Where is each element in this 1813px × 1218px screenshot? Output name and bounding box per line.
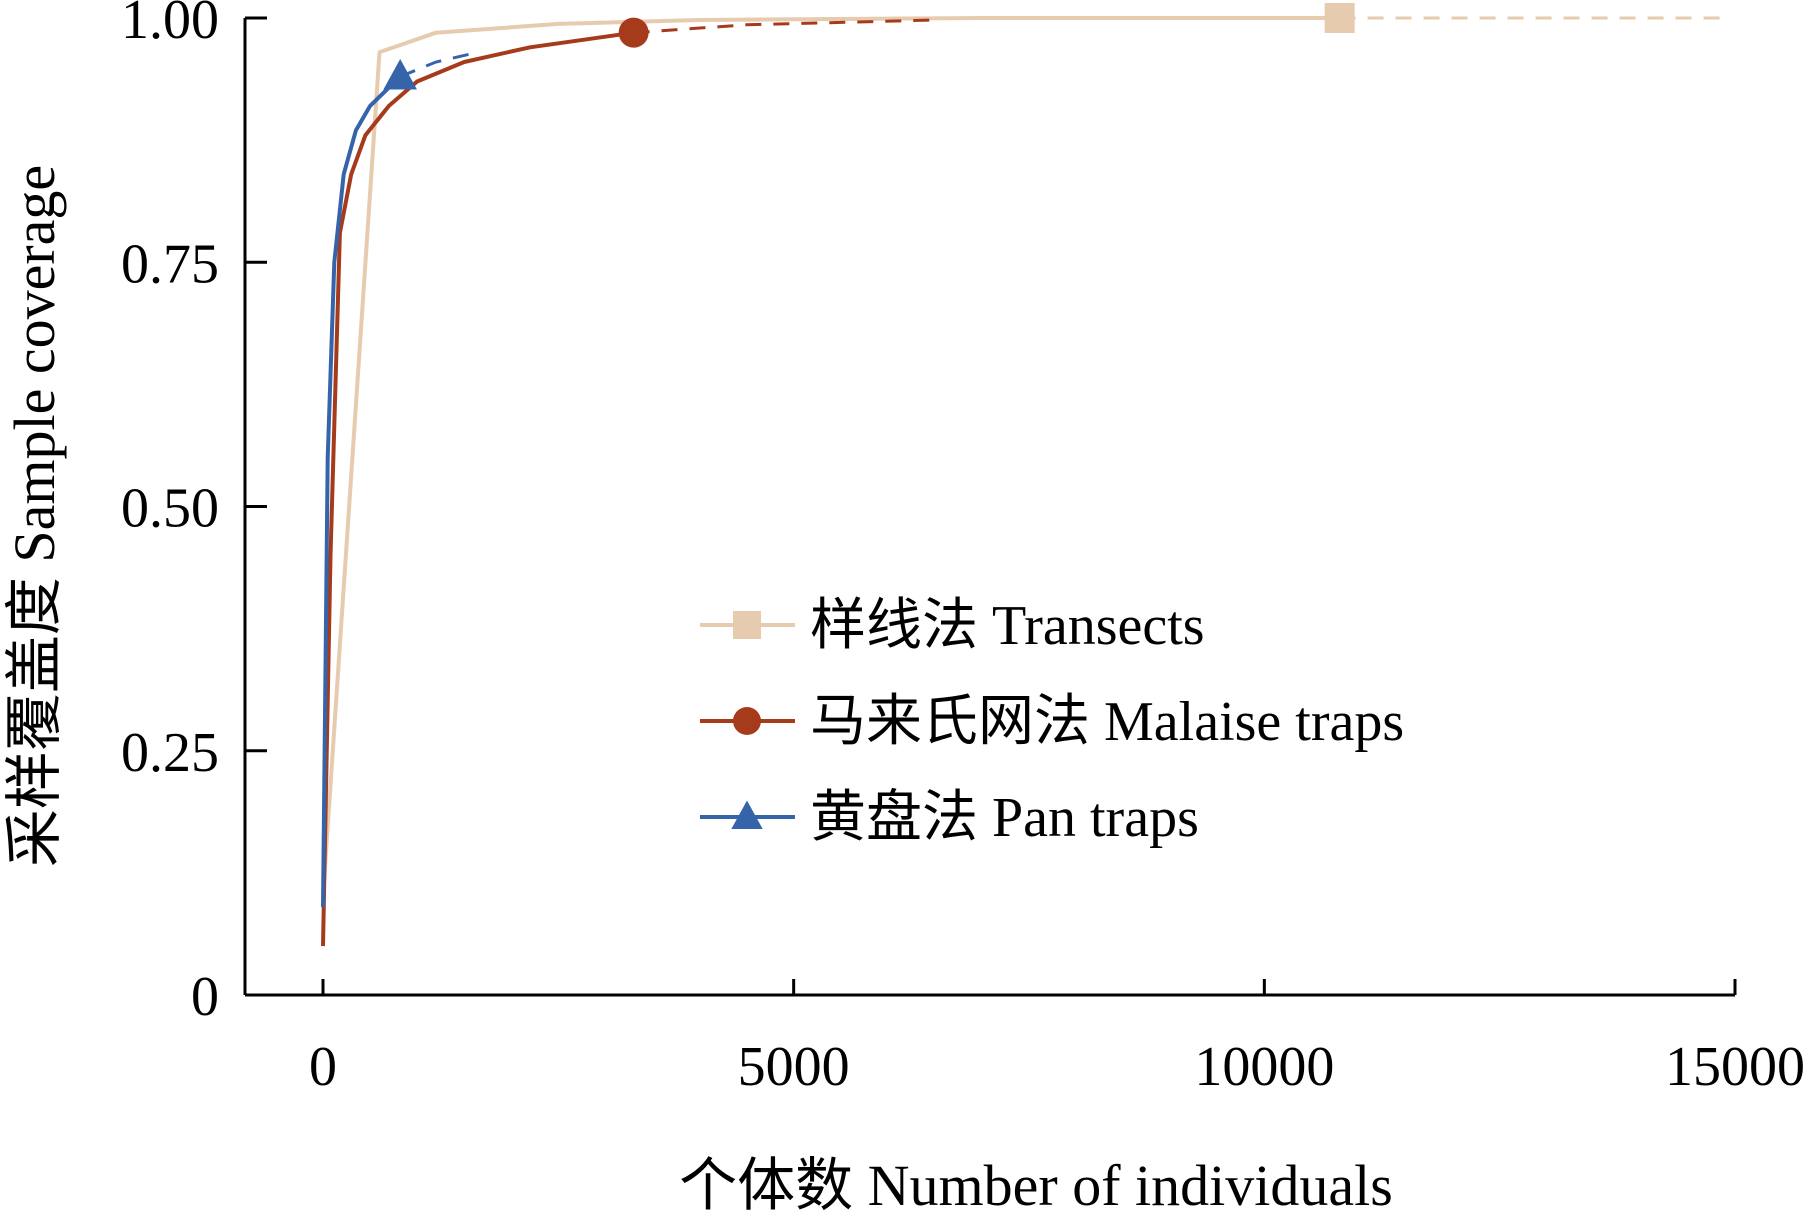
series-line-interpolated: [321, 75, 402, 908]
series-marker-triangle: [383, 58, 417, 90]
series-lines: [321, 16, 1726, 947]
y-tick-label: 0.25: [121, 722, 219, 784]
y-tick-label: 1.00: [121, 0, 219, 51]
legend-item: 黄盘法 Pan traps: [700, 787, 1199, 849]
legend-item: 样线法 Transects: [700, 595, 1205, 657]
y-tick-label: 0.75: [121, 233, 219, 295]
y-tick-label: 0: [191, 966, 219, 1028]
series-markers: [383, 3, 1355, 90]
x-tick-label: 15000: [1665, 1036, 1805, 1098]
legend-label: 黄盘法 Pan traps: [810, 787, 1199, 849]
legend-item: 马来氏网法 Malaise traps: [700, 691, 1404, 753]
series-line-interpolated: [321, 16, 1340, 898]
x-tick-label: 10000: [1194, 1036, 1334, 1098]
x-tick-label: 5000: [738, 1036, 850, 1098]
series-line-interpolated: [321, 30, 634, 947]
legend: 样线法 Transects 马来氏网法 Malaise traps 黄盘法 Pan …: [700, 595, 1404, 849]
legend-label: 马来氏网法 Malaise traps: [810, 691, 1404, 753]
x-ticks: 0 5000 10000 15000: [309, 979, 1805, 1098]
legend-marker-triangle: [731, 800, 763, 829]
x-tick-label: 0: [309, 1036, 337, 1098]
legend-marker-square: [733, 611, 761, 639]
series-marker-circle: [618, 17, 649, 48]
x-axis-title: 个体数 Number of individuals: [679, 1153, 1393, 1218]
series-marker-square: [1324, 3, 1355, 33]
y-axis-title: 采样覆盖度 Sample coverage: [2, 165, 67, 867]
series-line-extrapolated: [633, 18, 935, 35]
series-line-extrapolated: [399, 50, 479, 78]
y-ticks: 0 0.25 0.50 0.75 1.00: [121, 0, 267, 1028]
legend-label: 样线法 Transects: [810, 595, 1205, 657]
y-tick-label: 0.50: [121, 478, 219, 540]
legend-marker-circle: [733, 707, 761, 735]
